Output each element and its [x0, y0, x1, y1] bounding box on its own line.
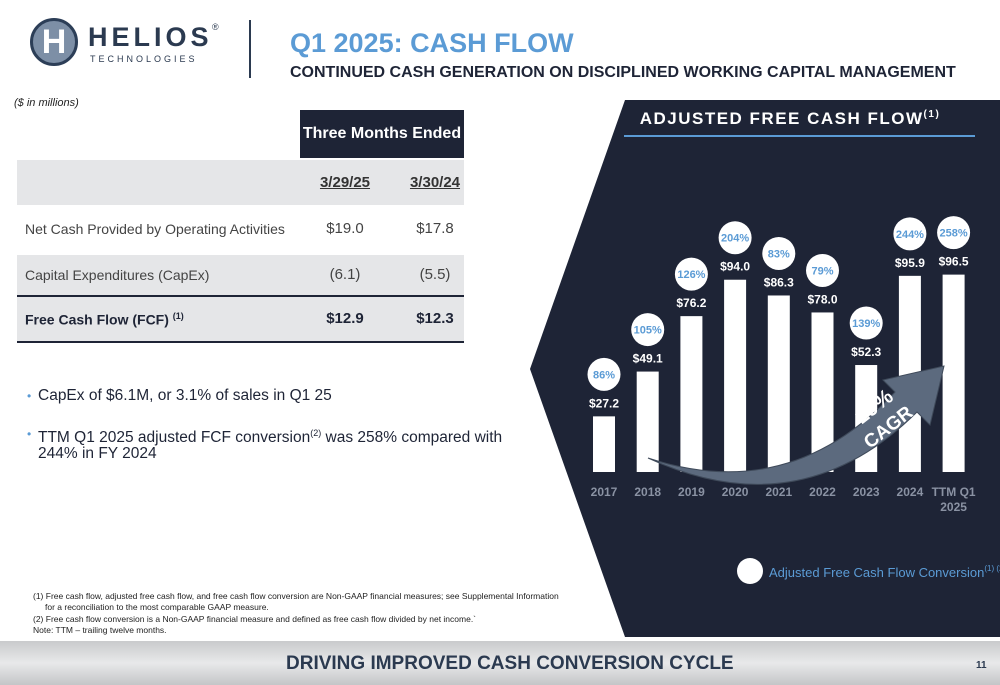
bottom-banner — [0, 641, 1000, 685]
x-tick-label: 2019 — [678, 485, 705, 499]
bullet-footnote-ref: (2) — [310, 428, 322, 438]
conversion-bubble — [762, 236, 796, 270]
bullet-text-line2: 244% in FY 2024 — [38, 445, 157, 462]
x-tick-label: 2018 — [634, 485, 661, 499]
legend-label: Adjusted Free Cash Flow Conversion(1) (2… — [769, 564, 1000, 580]
row-value-2025: $12.9 — [326, 310, 364, 327]
table-row-total: Free Cash Flow (FCF) (1) $12.9 $12.3 — [17, 295, 464, 343]
bullet-text-start: TTM Q1 2025 adjusted FCF conversion — [38, 429, 311, 447]
bullet-text: TTM Q1 2025 adjusted FCF conversion(2) w… — [38, 424, 502, 447]
value-label: $94.0 — [720, 260, 750, 274]
value-label: $52.3 — [851, 345, 881, 359]
conversion-bubble — [718, 221, 752, 255]
conversion-bubble — [849, 306, 883, 340]
row-label: Net Cash Provided by Operating Activitie… — [25, 221, 285, 237]
conversion-bubble — [893, 217, 927, 251]
logo-registered-mark: ® — [212, 22, 219, 32]
units-note: ($ in millions) — [14, 97, 79, 109]
bullet-text: CapEx of $6.1M, or 3.1% of sales in Q1 2… — [38, 387, 332, 404]
conversion-bubble — [631, 313, 665, 347]
column-header-2024: 3/30/24 — [409, 174, 461, 191]
x-tick-label: 2023 — [853, 485, 880, 499]
logo-subtitle: TECHNOLOGIES — [90, 54, 198, 64]
conversion-bubble — [937, 216, 971, 250]
page-number: 11 — [976, 660, 987, 671]
legend-marker — [737, 558, 763, 584]
x-tick-label: 2024 — [897, 485, 924, 499]
fcf-label: Free Cash Flow (FCF) — [25, 311, 169, 328]
chart-title-text: ADJUSTED FREE CASH FLOW — [640, 109, 924, 128]
conversion-label: 79% — [811, 265, 833, 277]
chart-title-note: (1) — [924, 109, 941, 120]
bar-2018 — [636, 371, 659, 472]
row-value-2024: $17.8 — [416, 220, 454, 237]
conversion-label: 204% — [721, 233, 749, 245]
footnote-note: Note: TTM – trailing twelve months. — [33, 625, 167, 635]
row-label: Capital Expenditures (CapEx) — [25, 267, 210, 283]
bar-ttm-q1-2025 — [942, 274, 965, 472]
x-tick-label: 2017 — [591, 485, 618, 499]
conversion-label: 126% — [677, 269, 705, 281]
value-label: $49.1 — [633, 352, 663, 366]
banner-text: DRIVING IMPROVED CASH CONVERSION CYCLE — [286, 653, 734, 674]
value-label: $78.0 — [807, 292, 837, 306]
conversion-label: 105% — [634, 325, 662, 337]
column-header-2025: 3/29/25 — [319, 174, 371, 191]
logo-mark-icon — [30, 18, 78, 66]
row-label: Free Cash Flow (FCF) (1) — [25, 311, 184, 328]
legend-note: (1) (2) — [984, 564, 1000, 573]
legend-text: Adjusted Free Cash Flow Conversion — [769, 565, 984, 580]
bullet-dot: • — [27, 427, 32, 441]
value-label: $27.2 — [589, 396, 619, 410]
helios-logo: H HELIOS ® TECHNOLOGIES — [30, 18, 230, 80]
footnote-1-cont: for a reconciliation to the most compara… — [45, 602, 269, 612]
chart-panel-inner — [530, 100, 1000, 637]
table-group-header: Three Months Ended — [300, 110, 464, 158]
labels-layer: $27.2 86% 2017 $49.1 105% 2018 $76.2 126% 2019 $9… — [587, 216, 976, 514]
conversion-bubble — [587, 357, 621, 391]
bar-2017 — [593, 416, 615, 472]
value-label: $76.2 — [676, 296, 706, 310]
footnote-2: (2) Free cash flow conversion is a Non-G… — [33, 614, 477, 624]
row-value-2025: (6.1) — [329, 266, 361, 283]
page-title: Q1 2025: CASH FLOW — [290, 28, 574, 58]
value-label: $86.3 — [764, 275, 794, 289]
x-tick-label: 2020 — [722, 485, 749, 499]
bar-2020 — [724, 279, 747, 472]
logo-name: HELIOS — [88, 22, 213, 52]
conversion-label: 258% — [940, 228, 968, 240]
row-value-2024: $12.3 — [416, 310, 454, 327]
x-tick-label: TTM Q1 — [932, 485, 976, 499]
table-row: Capital Expenditures (CapEx) (6.1) (5.5) — [17, 255, 464, 295]
page-subtitle: CONTINUED CASH GENERATION ON DISCIPLINED… — [290, 64, 956, 81]
table-header-row: 3/29/25 3/30/24 — [17, 160, 464, 205]
conversion-label: 139% — [852, 318, 880, 330]
x-tick-label-line2: 2025 — [940, 500, 967, 514]
conversion-label: 244% — [896, 229, 924, 241]
cagr-arrow-shape — [647, 365, 945, 485]
conversion-bubble — [806, 253, 839, 287]
conversion-label: 83% — [768, 248, 790, 260]
footnote-1: (1) Free cash flow, adjusted free cash f… — [33, 591, 559, 601]
row-value-2024: (5.5) — [419, 266, 451, 283]
bar-2021 — [767, 295, 790, 472]
value-label: $96.5 — [939, 255, 969, 269]
bullet-dot: • — [27, 389, 32, 403]
logo-mark-letter: H — [41, 23, 67, 61]
fcf-footnote-ref: (1) — [172, 311, 184, 321]
conversion-label: 86% — [593, 369, 615, 381]
bar-2019 — [680, 316, 703, 472]
chart-title: ADJUSTED FREE CASH FLOW(1) — [640, 109, 941, 128]
bullet-text-end: was 258% compared with — [321, 429, 503, 447]
value-label: $95.9 — [895, 256, 925, 270]
row-value-2025: $19.0 — [326, 220, 364, 237]
bar-2022 — [811, 312, 834, 472]
x-tick-label: 2022 — [809, 485, 836, 499]
conversion-bubble — [674, 257, 708, 291]
table-row: Net Cash Provided by Operating Activitie… — [17, 205, 464, 255]
x-tick-label: 2021 — [765, 485, 792, 499]
header-divider — [249, 20, 251, 78]
